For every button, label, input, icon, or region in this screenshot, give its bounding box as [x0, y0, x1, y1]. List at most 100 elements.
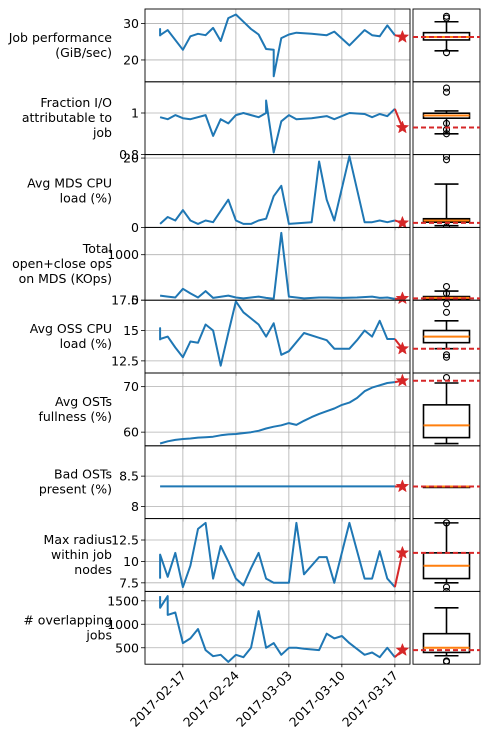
y-axis-label: (GiB/sec) [55, 45, 112, 60]
highlight-star [395, 215, 410, 229]
y-axis-label: Fraction I/O [40, 95, 112, 110]
y-axis-label: Max radius [44, 532, 112, 547]
y-tick-label: 30 [123, 16, 139, 31]
boxplot [422, 84, 471, 138]
y-tick-label: 1 [131, 106, 139, 121]
highlight-star [395, 291, 410, 305]
y-axis-label: open+close ops [12, 256, 112, 271]
series-line [159, 231, 396, 300]
panel-frame [144, 590, 411, 665]
y-tick-label: 1500 [107, 593, 139, 608]
box-flier [442, 300, 451, 308]
highlight-star [395, 545, 410, 559]
boxplot [422, 12, 471, 57]
x-tick-label: 2017-02-24 [180, 668, 242, 730]
box-flier [442, 353, 451, 361]
panel-frame [144, 445, 411, 520]
y-tick-label: 8 [131, 499, 139, 514]
y-tick-label: 70 [123, 379, 139, 394]
box-flier [442, 308, 451, 316]
highlight-star [395, 29, 410, 43]
box-flier [442, 154, 451, 160]
box-frame [412, 445, 481, 520]
box-flier [442, 49, 451, 57]
y-axis-label: on MDS (KOps) [19, 271, 112, 286]
box-flier [442, 88, 451, 96]
y-axis-label: Bad OSTs [54, 467, 112, 482]
series-line [159, 13, 396, 78]
boxplot [422, 300, 471, 361]
y-tick-label: 500 [115, 640, 139, 655]
y-axis-label: Avg OSS CPU [30, 321, 112, 336]
series-line [159, 155, 396, 225]
highlight-star [395, 341, 410, 355]
box-flier [442, 12, 451, 20]
boxplot [422, 373, 471, 445]
panel-frame [144, 372, 411, 447]
y-tick-label: 7.5 [119, 575, 139, 590]
x-tick-label: 2017-03-17 [339, 668, 401, 730]
y-axis-label: job [92, 125, 112, 140]
box-flier [442, 289, 451, 297]
y-axis-label: Job performance [8, 30, 113, 45]
y-tick-label: 12.5 [111, 533, 139, 548]
box-flier [442, 587, 451, 592]
y-axis-label: Avg MDS CPU [27, 176, 112, 191]
y-axis-label: load (%) [60, 336, 112, 351]
boxplot [422, 519, 471, 592]
box-flier [442, 84, 451, 92]
series-line [159, 99, 396, 154]
y-axis-label: Total [82, 241, 112, 256]
boxplot [422, 607, 471, 665]
y-tick-label: 15 [123, 323, 139, 338]
series-line [159, 595, 396, 663]
y-axis-label: jobs [85, 627, 112, 642]
box-flier [442, 282, 451, 291]
box-body [422, 632, 471, 654]
y-axis-label: # overlapping [23, 612, 112, 627]
y-tick-label: 8.5 [119, 469, 139, 484]
box-body [422, 404, 471, 439]
highlight-star [395, 120, 410, 134]
series-line [159, 300, 395, 367]
y-axis-label: load (%) [60, 191, 112, 206]
box-flier [442, 373, 451, 382]
y-axis-label: Avg OSTs [55, 394, 112, 409]
y-axis-label: within job [51, 547, 112, 562]
y-tick-label: 0 [131, 293, 139, 308]
y-tick-label: 1000 [107, 617, 139, 632]
boxplot [422, 154, 471, 228]
box-flier [442, 130, 451, 138]
x-tick-label: 2017-03-10 [286, 668, 348, 730]
y-tick-label: 20 [123, 151, 139, 166]
y-tick-label: 0.8 [119, 147, 139, 162]
box-flier [442, 351, 451, 359]
series-line [159, 521, 396, 589]
y-axis-label: nodes [74, 562, 112, 577]
highlight-segment [393, 552, 404, 588]
y-axis-label: attributable to [22, 110, 112, 125]
x-tick-label: 2017-03-03 [233, 668, 295, 730]
highlight-star [395, 373, 410, 387]
highlight-star [395, 479, 410, 493]
y-tick-label: 10 [123, 554, 139, 569]
x-tick-label: 2017-02-17 [127, 668, 189, 730]
y-axis-label: fullness (%) [38, 409, 112, 424]
series-line [159, 381, 396, 445]
y-tick-label: 20 [123, 52, 139, 67]
box-flier [442, 657, 451, 665]
y-axis-label: present (%) [39, 482, 112, 497]
y-tick-label: 60 [123, 425, 139, 440]
panel-1: 20 30 Job performance(GiB/sec) [8, 8, 481, 85]
y-tick-label: 17.5 [111, 293, 139, 308]
highlight-star [395, 642, 410, 656]
y-tick-label: 12.5 [111, 353, 139, 368]
